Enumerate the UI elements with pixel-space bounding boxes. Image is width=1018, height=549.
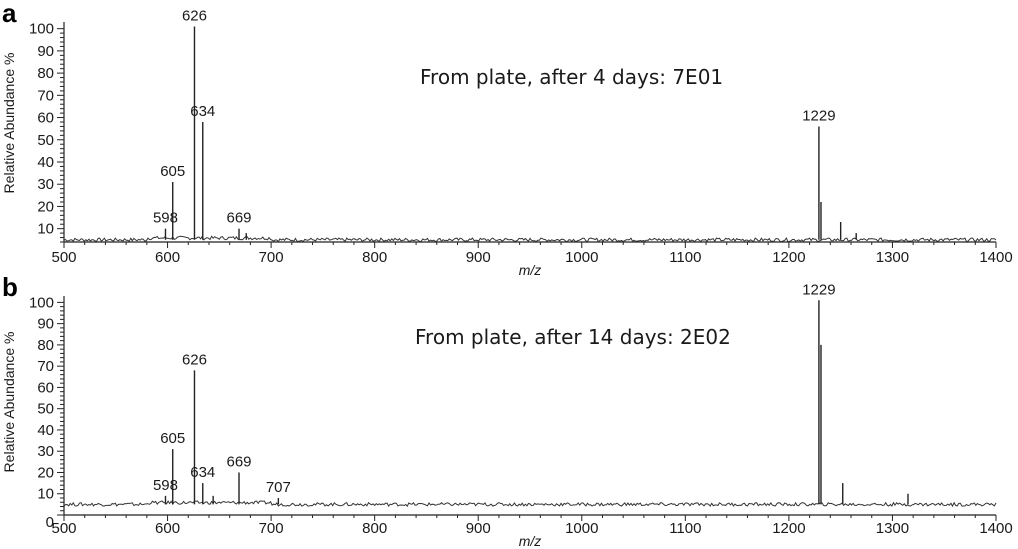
panel-a-y-tick-label: 10 — [37, 221, 54, 238]
panel-a-peak-label: 669 — [226, 210, 251, 227]
panel-a-letter: a — [2, 0, 17, 28]
panel-b-peak-label: 1229 — [802, 281, 835, 298]
panel-b-y-tick-label: 50 — [37, 401, 54, 418]
panel-b-x-tick-label: 800 — [362, 520, 387, 537]
panel-a-y-tick-label: 60 — [37, 110, 54, 127]
panel-b-y-tick-label: 10 — [37, 486, 54, 503]
panel-b-y-tick-label: 60 — [37, 379, 54, 396]
panel-a-peak-label: 598 — [153, 210, 178, 227]
panel-a-peak-label: 605 — [160, 163, 185, 180]
panel-a-x-tick-label: 900 — [466, 249, 491, 266]
panel-b-y-tick-label: 70 — [37, 358, 54, 375]
panel-a-x-tick-label: 1400 — [979, 249, 1012, 266]
panel-b-y-tick-label: 30 — [37, 443, 54, 460]
panel-a-y-axis-title: Relative Abundance % — [1, 53, 17, 194]
panel-b-peak-label: 669 — [226, 453, 251, 470]
panel-b-x-tick-label: 1300 — [876, 520, 909, 537]
panel-b-y-tick-label: 20 — [37, 464, 54, 481]
panel-a-y-tick-label: 100 — [29, 21, 54, 38]
panel-b-x-tick-label: 1400 — [979, 520, 1012, 537]
panel-a-y-tick-label: 30 — [37, 176, 54, 193]
panel-b-x-tick-label: 500 — [51, 520, 76, 537]
panel-b-x-tick-label: 600 — [155, 520, 180, 537]
panel-b-x-tick-label: 900 — [466, 520, 491, 537]
panel-a-y-tick-label: 40 — [37, 154, 54, 171]
panel-a-peak-label: 634 — [190, 103, 215, 120]
panel-a-x-tick-label: 1200 — [772, 249, 805, 266]
panel-a-y-tick-label: 20 — [37, 198, 54, 215]
panel-a-y-tick-label: 90 — [37, 43, 54, 60]
panel-b-peak-label: 634 — [190, 464, 215, 481]
panel-a-x-tick-label: 800 — [362, 249, 387, 266]
panel-b-peak-label: 707 — [266, 479, 291, 496]
panel-b-y-axis-title: Relative Abundance % — [1, 332, 17, 473]
panel-b-letter: b — [2, 272, 18, 302]
panel-a-x-tick-label: 500 — [51, 249, 76, 266]
panel-b-x-tick-label: 1100 — [669, 520, 701, 537]
panel-a-x-tick-label: 1000 — [565, 249, 598, 266]
panel-a-x-tick-label: 1300 — [876, 249, 909, 266]
panel-a-x-tick-label: 1100 — [669, 249, 701, 266]
panel-a-y-tick-label: 80 — [37, 65, 54, 82]
panel-b-chart: b From plate, after 14 days: 2E02 Relati… — [1, 272, 1013, 549]
panel-a-x-tick-label: 700 — [259, 249, 284, 266]
panel-a-annotation: From plate, after 4 days: 7E01 — [420, 65, 723, 89]
panel-a-peak-label: 626 — [182, 7, 207, 24]
panel-b-x-tick-label: 1200 — [772, 520, 805, 537]
panel-b-peak-label: 605 — [160, 430, 185, 447]
panel-a-peak-label: 1229 — [802, 107, 835, 124]
panel-a-x-tick-label: 600 — [155, 249, 180, 266]
panel-a-chart: a From plate, after 4 days: 7E01 Relativ… — [1, 0, 1013, 278]
panel-b-y-zero-label: 0 — [46, 514, 54, 531]
panel-b-baseline-trace — [63, 500, 997, 508]
panel-b-peak-label: 626 — [182, 351, 207, 368]
panel-a-y-tick-label: 70 — [37, 87, 54, 104]
panel-b-x-tick-label: 1000 — [565, 520, 598, 537]
panel-b-peak-label: 598 — [153, 477, 178, 494]
panel-b-y-tick-label: 80 — [37, 337, 54, 354]
panel-a-y-tick-label: 50 — [37, 132, 54, 149]
panel-b-y-tick-label: 90 — [37, 316, 54, 333]
panel-b-y-tick-label: 40 — [37, 422, 54, 439]
panel-a-x-axis-title: m/z — [519, 262, 542, 278]
panel-b-x-axis-title: m/z — [519, 533, 542, 549]
panel-a-baseline-trace — [63, 235, 997, 243]
panel-b-x-tick-label: 700 — [259, 520, 284, 537]
panel-b-annotation: From plate, after 14 days: 2E02 — [415, 325, 731, 349]
panel-b-y-tick-label: 100 — [29, 294, 54, 311]
